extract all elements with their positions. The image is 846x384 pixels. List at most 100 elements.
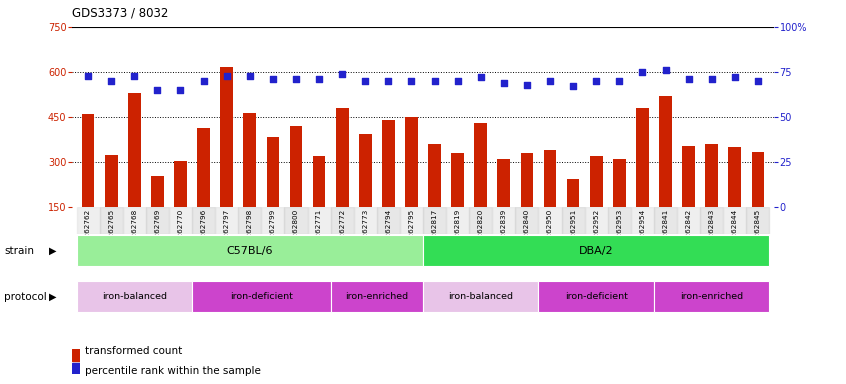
Text: GDS3373 / 8032: GDS3373 / 8032 [72, 6, 168, 19]
Bar [470, 207, 492, 234]
Bar [100, 207, 123, 234]
Text: GSM262762: GSM262762 [85, 209, 91, 253]
Point [474, 74, 487, 81]
Bar [72, 363, 80, 374]
Point [728, 74, 742, 81]
Point [428, 78, 442, 84]
Text: transformed count: transformed count [85, 346, 182, 356]
Bar [544, 150, 557, 207]
Point [613, 78, 626, 84]
Text: iron-enriched: iron-enriched [680, 292, 744, 301]
Bar [220, 68, 233, 207]
Text: GSM262765: GSM262765 [108, 209, 114, 253]
Bar [239, 207, 261, 234]
Bar [382, 120, 395, 207]
Bar [423, 207, 446, 234]
Bar [585, 207, 607, 234]
Bar [428, 144, 441, 207]
Bar [146, 207, 169, 234]
Text: GSM262796: GSM262796 [201, 209, 206, 253]
Bar [659, 96, 672, 207]
Bar [151, 176, 164, 207]
Text: GSM262797: GSM262797 [223, 209, 229, 253]
Text: GSM262800: GSM262800 [293, 209, 299, 253]
Bar [451, 153, 464, 207]
Text: percentile rank within the sample: percentile rank within the sample [85, 366, 261, 376]
Bar [631, 207, 654, 234]
Bar [105, 155, 118, 207]
Point [289, 76, 303, 82]
Text: C57BL/6: C57BL/6 [227, 245, 273, 256]
Bar [76, 235, 423, 266]
Point [243, 73, 256, 79]
Text: GSM262951: GSM262951 [570, 209, 576, 253]
Bar [336, 108, 349, 207]
Bar [423, 235, 770, 266]
Bar [746, 207, 770, 234]
Bar [331, 281, 423, 312]
Text: GSM262953: GSM262953 [617, 209, 623, 253]
Bar [636, 108, 649, 207]
Text: GSM262842: GSM262842 [685, 209, 692, 253]
Bar [562, 207, 585, 234]
Point [173, 87, 187, 93]
Bar [607, 207, 631, 234]
Text: GSM262843: GSM262843 [709, 209, 715, 253]
Text: iron-balanced: iron-balanced [448, 292, 514, 301]
Text: strain: strain [4, 245, 34, 256]
Text: GSM262950: GSM262950 [547, 209, 553, 253]
Point [682, 76, 695, 82]
Bar [515, 207, 539, 234]
Text: GSM262840: GSM262840 [524, 209, 530, 253]
Text: GSM262773: GSM262773 [362, 209, 368, 253]
Bar [354, 207, 376, 234]
Point [382, 78, 395, 84]
Point [335, 71, 349, 77]
Point [520, 81, 534, 88]
Point [266, 76, 280, 82]
Text: GSM262839: GSM262839 [501, 209, 507, 253]
Text: GSM262769: GSM262769 [154, 209, 161, 253]
Bar [446, 207, 470, 234]
Bar [82, 114, 95, 207]
Bar [215, 207, 239, 234]
Bar [289, 126, 302, 207]
Point [635, 69, 649, 75]
Bar [192, 281, 331, 312]
Bar [539, 207, 562, 234]
Text: GSM262844: GSM262844 [732, 209, 738, 253]
Text: GSM262845: GSM262845 [755, 209, 761, 253]
Text: GSM262820: GSM262820 [478, 209, 484, 253]
Text: ▶: ▶ [49, 291, 57, 302]
Bar [169, 207, 192, 234]
Text: GSM262771: GSM262771 [316, 209, 322, 253]
Bar [492, 207, 515, 234]
Point [128, 73, 141, 79]
Bar [567, 179, 580, 207]
Text: GSM262768: GSM262768 [131, 209, 137, 253]
Point [404, 78, 418, 84]
Text: GSM262819: GSM262819 [454, 209, 461, 253]
Point [590, 78, 603, 84]
Bar [682, 146, 695, 207]
Bar [174, 161, 187, 207]
Bar [700, 207, 723, 234]
Bar [128, 93, 140, 207]
Bar [197, 127, 210, 207]
Bar [520, 153, 533, 207]
Text: GSM262795: GSM262795 [409, 209, 415, 253]
Point [751, 78, 765, 84]
Bar [423, 281, 539, 312]
Bar [751, 152, 764, 207]
Text: protocol: protocol [4, 291, 47, 302]
Bar [539, 281, 654, 312]
Point [451, 78, 464, 84]
Text: GSM262799: GSM262799 [270, 209, 276, 253]
Bar [244, 113, 256, 207]
Bar [728, 147, 741, 207]
Bar [405, 117, 418, 207]
Bar [359, 134, 371, 207]
Bar [261, 207, 284, 234]
Text: DBA/2: DBA/2 [579, 245, 613, 256]
Bar [654, 281, 770, 312]
